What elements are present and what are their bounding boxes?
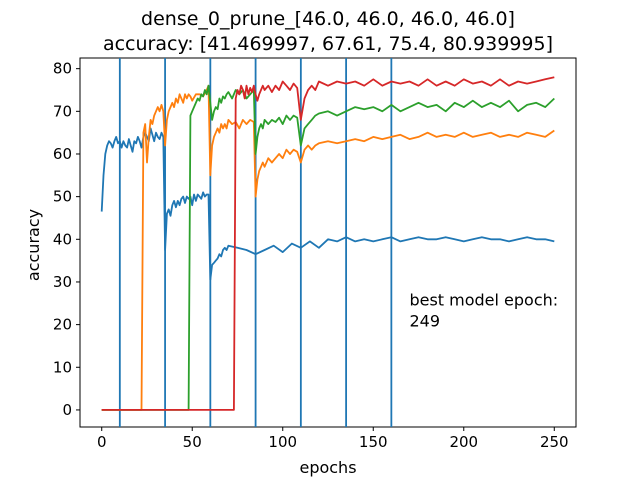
x-tick-label: 200 [449,433,478,451]
y-axis-ticks: 0 10 20 30 40 50 60 70 80 [53,60,80,419]
annotation-line2: 249 [409,311,440,330]
series-line-1 [100,127,555,281]
x-axis-label: epochs [299,458,356,477]
y-axis-label: accuracy [24,209,43,281]
x-tick-label: 0 [97,433,107,451]
series-lines [100,76,555,411]
y-tick-label: 70 [53,102,72,120]
plot-area [79,57,577,428]
y-tick-label: 60 [53,145,72,163]
x-tick-label: 250 [540,433,569,451]
chart-title-line2: accuracy: [41.469997, 67.61, 75.4, 80.93… [103,33,553,55]
y-tick-label: 50 [53,188,72,206]
y-tick-label: 0 [62,401,72,419]
y-tick-label: 80 [53,60,72,78]
x-tick-label: 100 [268,433,297,451]
y-tick-label: 20 [53,316,72,334]
y-tick-label: 30 [53,273,72,291]
annotation-line1: best model epoch: [409,290,558,309]
series-line-4 [101,76,555,411]
y-tick-label: 10 [53,358,72,376]
x-axis-ticks: 0 50 100 150 200 250 [97,427,569,451]
x-tick-label: 50 [183,433,202,451]
axes-frame [79,57,577,428]
series-line-2 [101,84,555,411]
x-tick-label: 150 [359,433,388,451]
y-tick-label: 40 [53,230,72,248]
chart-title-line1: dense_0_prune_[46.0, 46.0, 46.0, 46.0] [141,8,515,30]
series-line-3 [101,84,555,411]
prune-markers [118,58,393,427]
